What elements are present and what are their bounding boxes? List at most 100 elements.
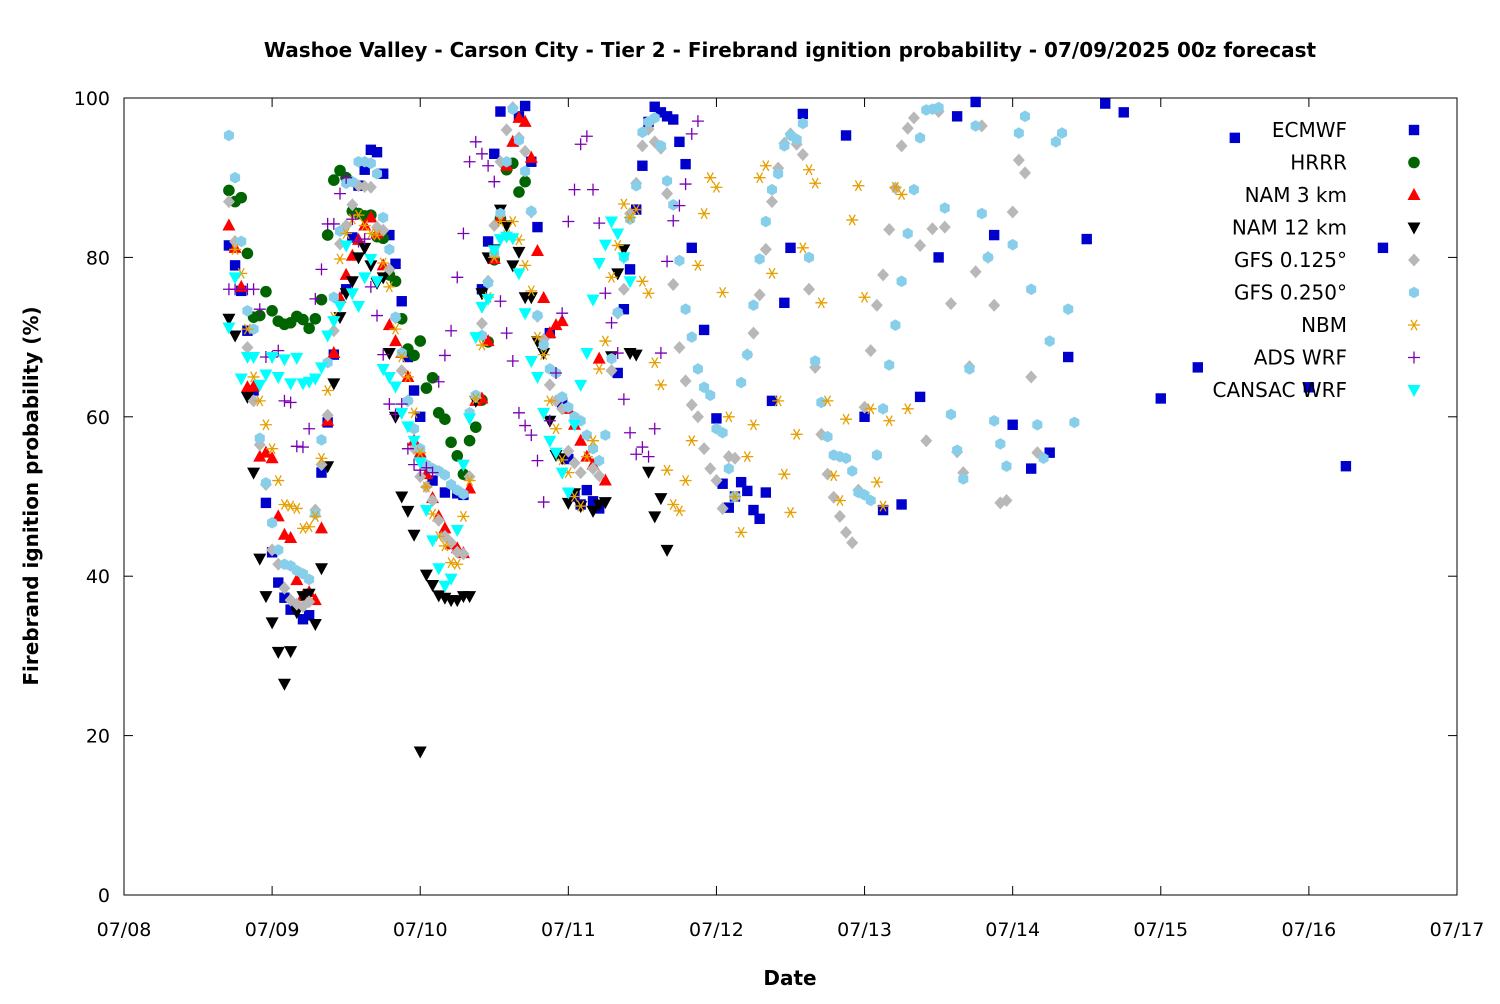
data-point	[1019, 110, 1031, 123]
data-point	[1025, 370, 1038, 384]
data-point	[389, 334, 403, 347]
data-point	[778, 468, 791, 480]
data-point	[833, 494, 846, 507]
data-point	[371, 309, 384, 322]
data-point	[488, 251, 501, 263]
data-point	[1006, 205, 1019, 219]
data-point	[290, 440, 303, 453]
data-point	[482, 159, 495, 172]
data-point	[271, 646, 285, 659]
data-point	[241, 340, 254, 354]
data-point	[754, 513, 765, 525]
data-point	[451, 558, 464, 570]
data-point	[314, 521, 328, 534]
data-point	[500, 123, 513, 137]
data-point	[964, 363, 975, 375]
data-point	[803, 282, 816, 296]
data-point	[933, 252, 944, 263]
data-point	[266, 304, 278, 317]
data-point	[896, 275, 907, 288]
data-point	[858, 291, 871, 303]
data-point	[290, 352, 304, 365]
data-point	[364, 280, 377, 293]
x-tick-label: 07/08	[97, 919, 152, 941]
data-point	[396, 296, 407, 307]
data-point	[432, 563, 446, 576]
data-point	[438, 580, 452, 593]
data-point	[483, 277, 494, 289]
data-point	[674, 254, 685, 267]
data-point	[537, 407, 551, 420]
data-points	[222, 96, 1389, 759]
data-point	[271, 371, 285, 384]
data-point	[593, 217, 606, 230]
series-nam-12-km	[222, 204, 674, 759]
data-point	[247, 283, 260, 296]
data-point	[519, 175, 531, 188]
data-point	[230, 171, 241, 184]
data-point	[463, 155, 476, 168]
data-point	[816, 396, 827, 409]
data-point	[895, 188, 908, 200]
data-point	[716, 286, 729, 298]
data-point	[680, 303, 691, 316]
data-point	[401, 505, 415, 518]
data-point	[760, 487, 772, 498]
data-point	[760, 215, 771, 228]
data-point	[438, 540, 451, 552]
data-point	[902, 227, 913, 240]
data-point	[870, 476, 883, 488]
data-point	[915, 132, 926, 144]
data-point	[587, 183, 600, 196]
data-point	[407, 529, 421, 542]
legend-label: CANSAC WRF	[1212, 378, 1347, 402]
data-point	[327, 217, 340, 230]
data-point	[525, 429, 538, 442]
data-point	[1025, 463, 1037, 474]
data-point	[859, 411, 870, 422]
data-point	[537, 349, 550, 361]
data-point	[377, 168, 389, 179]
data-point	[895, 139, 908, 153]
data-point	[290, 573, 304, 586]
data-point	[796, 242, 809, 254]
data-point	[285, 604, 296, 615]
data-point	[840, 525, 853, 539]
data-point	[556, 307, 569, 320]
data-point	[321, 330, 335, 343]
legend-marker	[1408, 156, 1420, 169]
data-point	[698, 324, 710, 336]
data-point	[636, 275, 649, 287]
data-point	[390, 311, 401, 323]
data-point	[568, 456, 581, 470]
data-point	[673, 505, 686, 517]
data-point	[686, 331, 697, 343]
data-point	[241, 323, 254, 335]
data-point	[574, 433, 588, 446]
data-point	[426, 508, 439, 520]
data-point	[864, 344, 877, 358]
data-point	[555, 314, 569, 327]
data-point	[525, 285, 538, 297]
data-point	[333, 312, 347, 325]
data-point	[864, 403, 877, 415]
data-point	[574, 466, 587, 480]
data-point	[364, 253, 378, 266]
data-point	[586, 505, 600, 518]
legend-label: ADS WRF	[1254, 346, 1347, 370]
data-point	[489, 148, 500, 159]
data-point	[563, 401, 574, 414]
data-point	[587, 496, 599, 507]
data-point	[439, 413, 451, 425]
data-point	[228, 330, 242, 343]
data-point	[691, 259, 704, 271]
data-point	[426, 579, 440, 592]
data-point	[660, 544, 674, 557]
data-point	[920, 434, 933, 448]
data-point	[642, 287, 655, 299]
data-point	[223, 240, 235, 251]
data-point	[1007, 238, 1018, 251]
data-point	[265, 617, 279, 630]
data-point	[229, 283, 242, 296]
data-point	[384, 229, 395, 241]
